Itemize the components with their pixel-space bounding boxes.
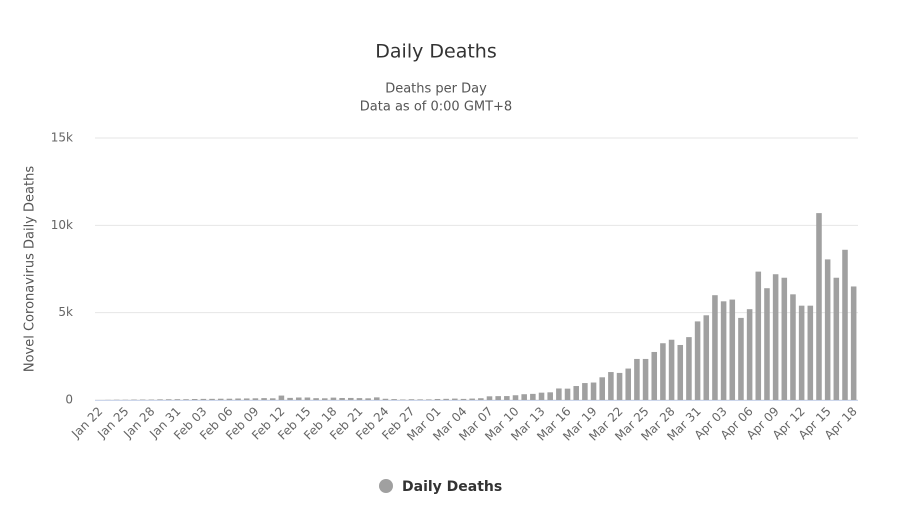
y-axis-title: Novel Coronavirus Daily Deaths [23,166,38,372]
bar [383,399,389,400]
bar [834,278,840,400]
bar [851,286,857,400]
bar [651,352,657,400]
bar [513,395,519,400]
bar [599,377,605,400]
bar [192,399,198,400]
bar [556,388,562,400]
y-tick-label: 10k [51,218,73,232]
bar [227,399,233,400]
bar [270,398,276,400]
bar [218,399,224,400]
bar [660,343,666,400]
bar [261,398,267,400]
bar [712,295,718,400]
bar [669,340,675,400]
bar [686,337,692,400]
bar [825,259,831,400]
legend-label[interactable]: Daily Deaths [402,479,502,495]
bar [201,399,207,400]
bar [348,398,354,400]
bar [764,288,770,400]
bar [209,399,215,400]
bar [253,398,259,400]
bar [426,399,432,400]
bar [756,272,762,400]
bar [643,359,649,400]
bar [391,399,397,400]
bar [608,372,614,400]
bar [591,383,597,400]
bar [747,309,753,400]
bar [183,399,189,400]
bar [487,396,493,400]
bar [625,369,631,400]
bar [808,306,814,400]
bar [244,398,250,400]
bar [374,397,380,400]
bar [339,398,345,400]
bar [495,396,501,400]
bar [166,399,172,400]
bar [417,399,423,400]
bar [677,345,683,400]
bar [469,399,475,400]
bar [435,399,441,400]
bar [547,392,553,400]
bar [790,294,796,400]
bar [773,274,779,400]
bar [365,398,371,400]
bar [461,399,467,400]
bar [504,396,510,400]
bar [582,383,588,400]
bar [357,398,363,400]
bar [703,315,709,400]
bar [695,321,701,400]
y-tick-label: 5k [58,305,73,319]
bar [235,398,241,400]
bar [443,399,449,400]
bar [539,393,545,400]
bar [331,398,337,400]
bar [721,301,727,400]
bar [617,373,623,400]
bar [799,306,805,400]
bar [452,399,458,400]
bar [521,394,527,400]
legend-marker[interactable] [379,479,393,493]
bar [816,213,822,400]
bar [157,399,163,400]
chart-subtitle: Deaths per Day [385,82,487,97]
bar [634,359,640,400]
chart-title: Daily Deaths [375,41,496,63]
bar [400,399,406,400]
bar [478,398,484,400]
bar [279,396,285,400]
bar [530,394,536,400]
bar [565,389,571,400]
bar [305,398,311,400]
bar [409,399,415,400]
bar [842,250,848,400]
bar [573,386,579,400]
y-tick-label: 15k [51,131,73,145]
bar [296,398,302,400]
bar [730,300,736,400]
bar [738,318,744,400]
y-tick-label: 0 [65,393,73,407]
bar [175,399,181,400]
bar [313,398,319,400]
bar [287,398,293,400]
bar [322,398,328,400]
chart-subtitle: Data as of 0:00 GMT+8 [360,100,512,115]
bar [782,278,788,400]
